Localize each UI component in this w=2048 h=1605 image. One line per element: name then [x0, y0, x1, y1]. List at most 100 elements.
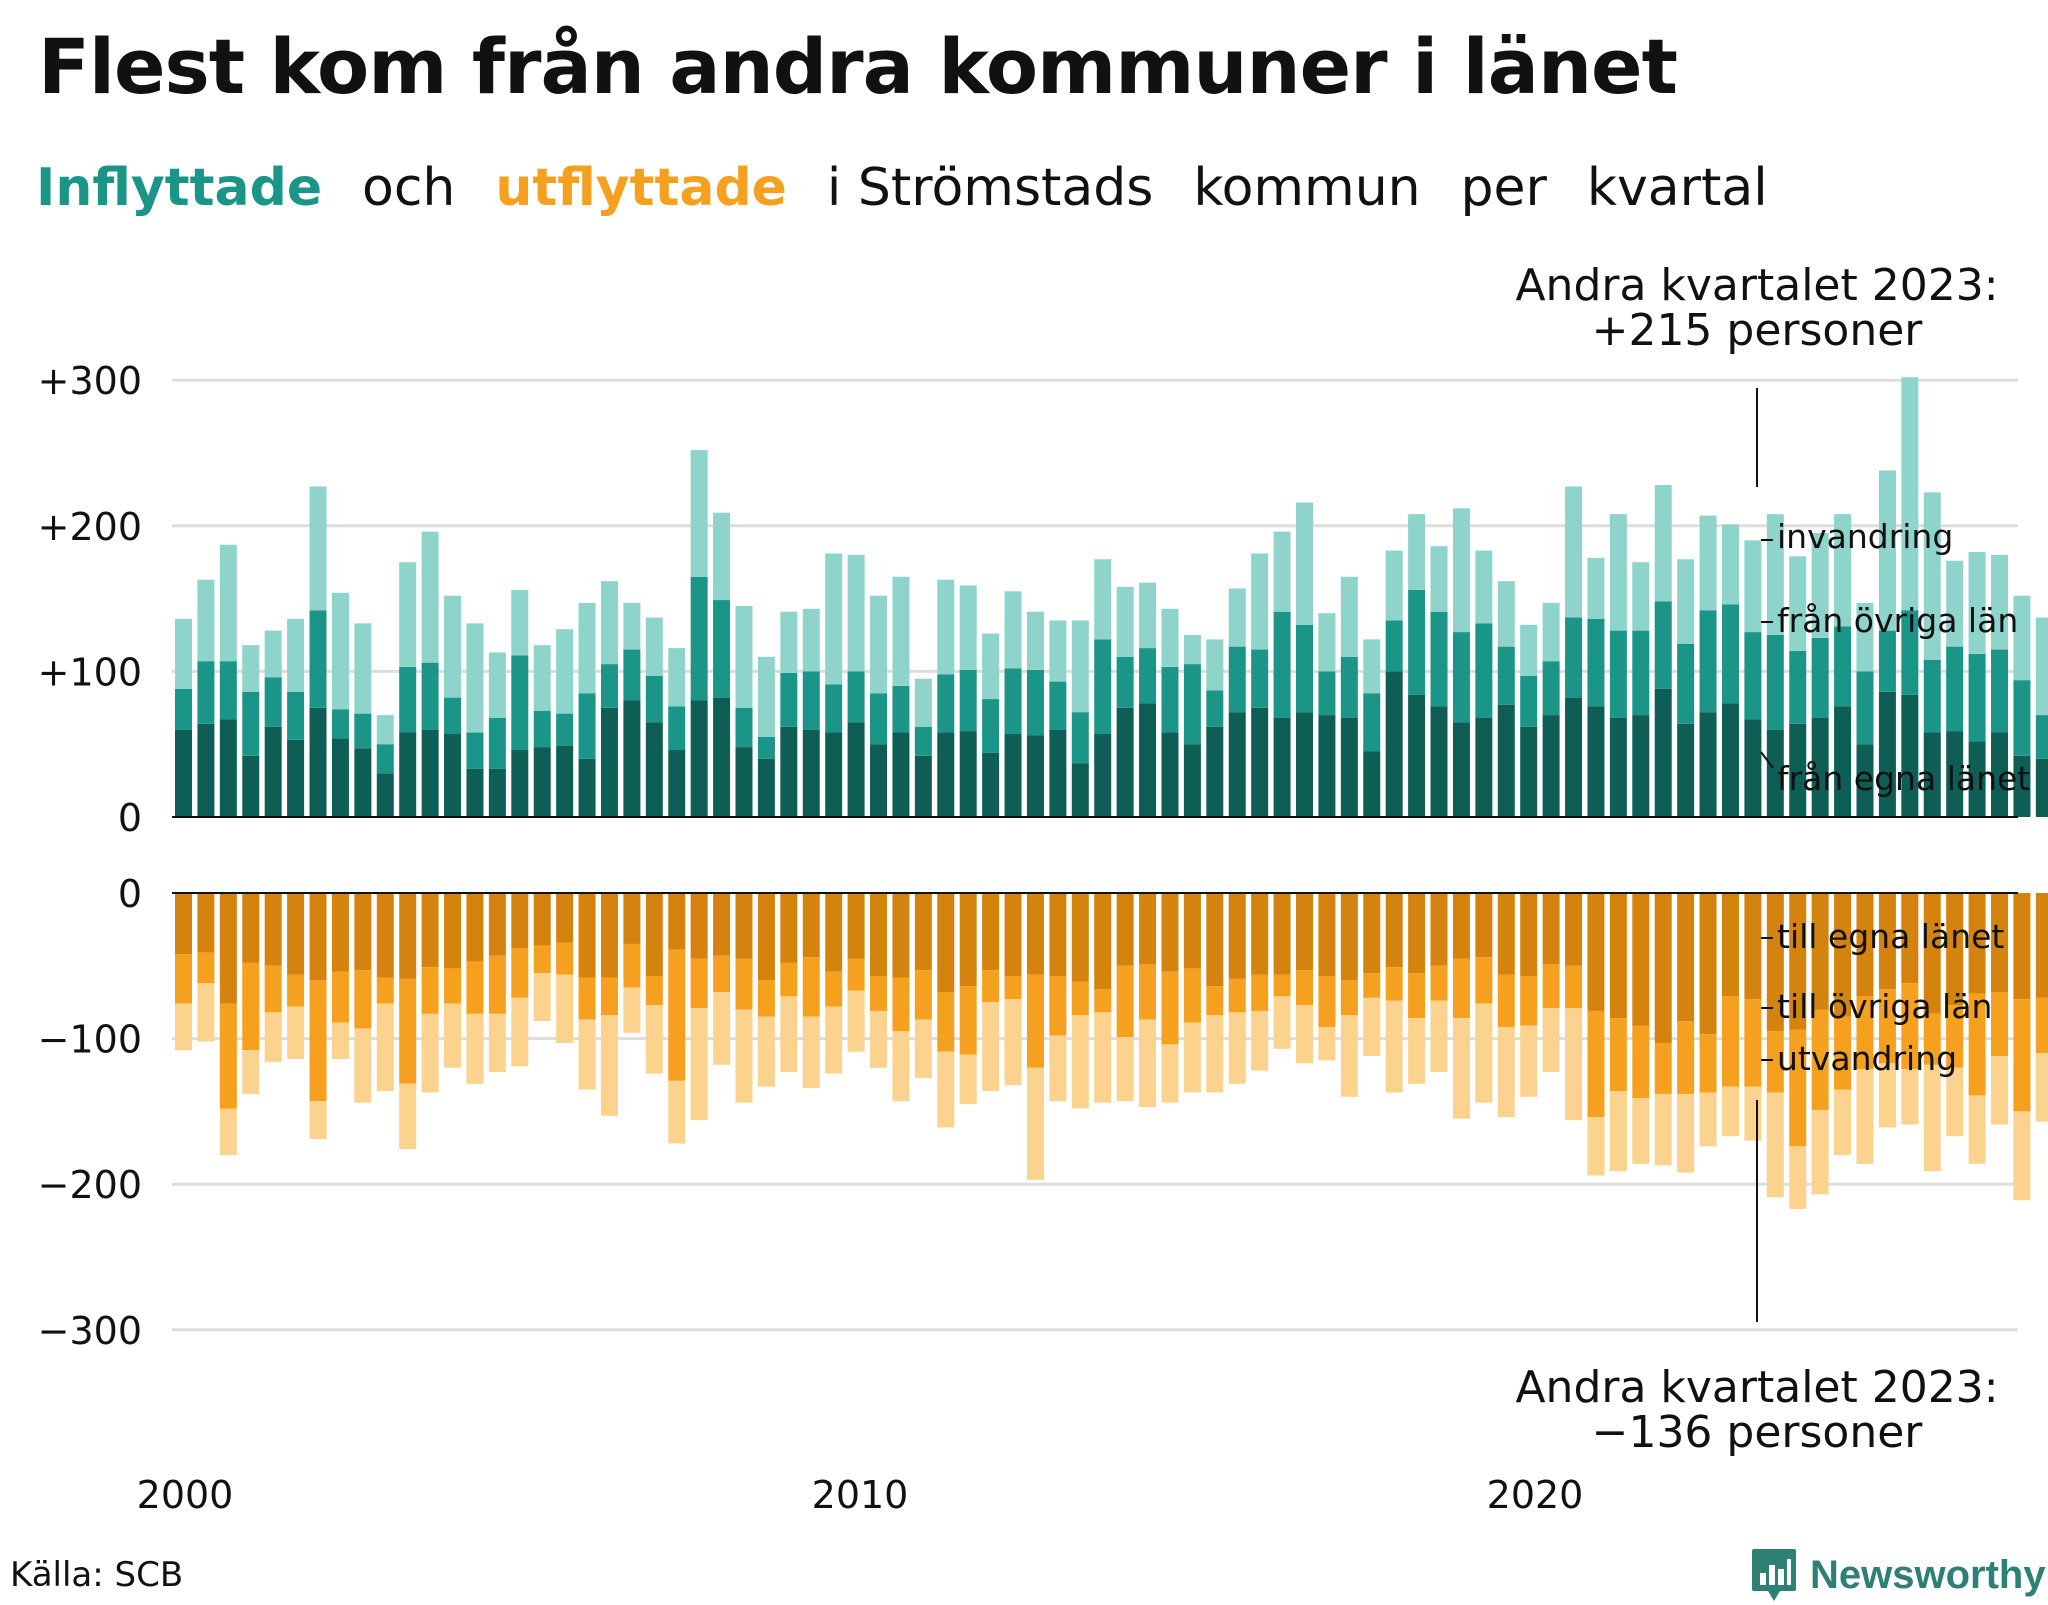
- bar-segment-in: [1273, 717, 1291, 817]
- bar-segment-in: [982, 752, 1000, 817]
- bar-segment-out: [1139, 964, 1157, 1020]
- bar-segment-out: [914, 893, 932, 971]
- bar-segment-in: [533, 645, 551, 711]
- bar-segment-in: [1565, 486, 1583, 618]
- bar-segment-out: [1520, 1025, 1538, 1097]
- bar-segment-out: [421, 893, 439, 968]
- bar-segment-in: [175, 688, 192, 730]
- bar-segment-in: [1565, 617, 1583, 698]
- bar-segment-in: [1228, 646, 1246, 713]
- bar-segment-in: [264, 726, 282, 817]
- bar-segment-out: [1811, 1109, 1829, 1195]
- bar-segment-in: [1296, 624, 1313, 713]
- bar-segment-out: [376, 977, 394, 1004]
- bar-segment-in: [197, 723, 215, 817]
- newsworthy-logo-text: Newsworthy: [1810, 1552, 2046, 1597]
- bar-segment-in: [421, 662, 439, 730]
- bar-segment-in: [466, 623, 484, 733]
- bar-segment-in: [1878, 470, 1896, 631]
- bar-segment-in: [1430, 546, 1448, 612]
- bar-segment-in: [1183, 744, 1201, 817]
- bar-segment-out: [1497, 1026, 1515, 1118]
- bar-segment-in: [757, 656, 775, 737]
- bar-segment-in: [1139, 648, 1157, 704]
- bar-segment-in: [219, 544, 237, 662]
- bar-segment-out: [533, 893, 551, 946]
- bar-segment-in: [1587, 706, 1605, 817]
- bar-segment-out: [1923, 893, 1941, 1014]
- bar-segment-in: [1766, 729, 1784, 817]
- bar-segment-in: [1699, 515, 1717, 611]
- bar-segment-out: [1923, 1064, 1941, 1172]
- bar-segment-out: [533, 945, 551, 974]
- bar-segment-in: [1296, 502, 1313, 625]
- annotation-bottom-line2: −136 personer: [1592, 1407, 1924, 1458]
- bar-segment-in: [735, 605, 753, 708]
- bar-segment-in: [1475, 623, 1493, 718]
- x-tick-label: 2010: [812, 1473, 909, 1517]
- bar-segment-out: [466, 1013, 484, 1084]
- bar-segment-in: [914, 755, 932, 817]
- bar-segment-in: [197, 579, 215, 662]
- bar-segment-out: [1296, 893, 1313, 971]
- bar-segment-in: [1049, 620, 1067, 682]
- bar-segment-in: [242, 691, 260, 756]
- bar-segment-in: [645, 675, 663, 723]
- bar-segment-in: [1878, 691, 1896, 817]
- bar-segment-in: [600, 581, 618, 665]
- bar-segment-out: [242, 1050, 260, 1094]
- bar-segment-in: [1004, 591, 1022, 669]
- bar-segment-in: [1923, 732, 1941, 817]
- bar-segment-in: [354, 713, 372, 749]
- bar-segment-in: [1766, 514, 1784, 635]
- x-tick-label: 2020: [1487, 1473, 1584, 1517]
- bar-segment-out: [600, 1015, 618, 1116]
- subtitle-kommun: kommun: [1193, 158, 1421, 218]
- bar-segment-out: [1363, 893, 1381, 974]
- bar-segment-in: [1811, 637, 1829, 718]
- bar-segment-out: [1228, 893, 1246, 979]
- bar-segment-out: [399, 978, 417, 1084]
- bar-segment-out: [1946, 893, 1964, 1006]
- bar-segment-in: [488, 768, 506, 817]
- bar-segment-out: [825, 971, 843, 1007]
- bar-segment-out: [892, 977, 910, 1032]
- bar-segment-in: [309, 486, 327, 611]
- annotation-top-line1: Andra kvartalet 2023:: [1515, 260, 1998, 311]
- bar-segment-out: [354, 893, 372, 971]
- bar-segment-in: [556, 629, 574, 714]
- bar-segment-in: [937, 579, 955, 675]
- bar-segment-in: [331, 738, 349, 817]
- bar-segment-in: [1026, 669, 1044, 736]
- bar-segment-in: [1721, 703, 1739, 817]
- bar-segment-out: [2035, 997, 2048, 1054]
- bar-segment-in: [399, 667, 417, 733]
- bar-segment-out: [1609, 1091, 1627, 1172]
- bar-segment-in: [1385, 620, 1403, 672]
- bar-segment-in: [1161, 608, 1179, 668]
- bar-segment-in: [735, 747, 753, 817]
- bar-segment-in: [444, 734, 462, 817]
- subtitle-per: per: [1460, 158, 1547, 218]
- bar-segment-in: [1677, 723, 1695, 817]
- bar-segment-in: [690, 450, 708, 577]
- bar-segment-out: [937, 992, 955, 1052]
- bar-segment-in: [757, 736, 775, 759]
- series-label-in: från övriga län: [1777, 601, 2018, 640]
- bar-segment-out: [175, 954, 192, 1004]
- bar-segment-in: [1251, 649, 1269, 708]
- bar-segment-in: [1991, 732, 2009, 817]
- bar-segment-in: [959, 731, 977, 817]
- bar-segment-out: [1789, 1146, 1807, 1209]
- bar-segment-out: [1475, 893, 1493, 958]
- bar-segment-in: [219, 661, 237, 720]
- bar-segment-in: [1430, 611, 1448, 707]
- bar-segment-out: [331, 971, 349, 1023]
- bar-segment-out: [1363, 973, 1381, 998]
- bar-segment-out: [1744, 999, 1762, 1087]
- bar-segment-out: [1452, 958, 1470, 1019]
- bar-segment-out: [1385, 893, 1403, 968]
- bar-segment-in: [175, 729, 192, 817]
- newsworthy-logo[interactable]: Newsworthy: [1750, 1545, 2046, 1605]
- bar-segment-out: [802, 1016, 820, 1089]
